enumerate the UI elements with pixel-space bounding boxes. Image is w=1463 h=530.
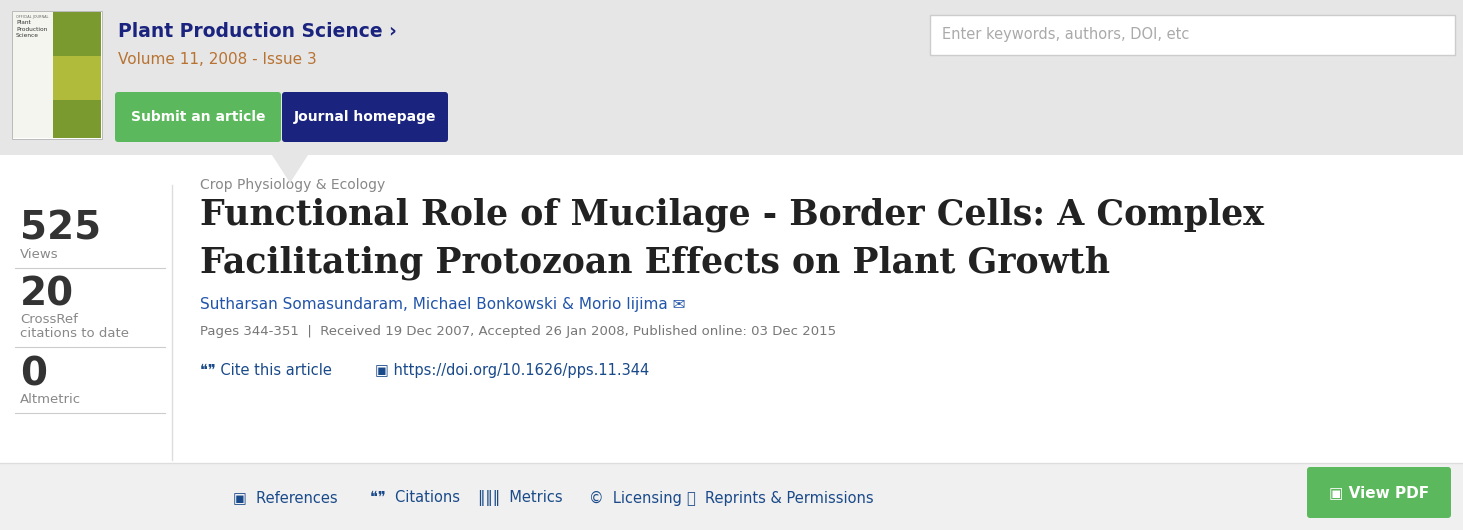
Text: 0: 0 [20, 355, 47, 393]
Text: ▣ View PDF: ▣ View PDF [1328, 485, 1429, 500]
FancyBboxPatch shape [116, 92, 281, 142]
Text: Plant Production Science ›: Plant Production Science › [119, 22, 396, 41]
Text: 525: 525 [20, 210, 101, 248]
Text: ❝❞ Cite this article: ❝❞ Cite this article [200, 363, 332, 378]
FancyBboxPatch shape [0, 0, 1463, 155]
Text: Volume 11, 2008 - Issue 3: Volume 11, 2008 - Issue 3 [119, 52, 317, 67]
Text: Submit an article: Submit an article [130, 110, 265, 124]
Text: Pages 344-351  |  Received 19 Dec 2007, Accepted 26 Jan 2008, Published online: : Pages 344-351 | Received 19 Dec 2007, Ac… [200, 325, 837, 338]
Text: Facilitating Protozoan Effects on Plant Growth: Facilitating Protozoan Effects on Plant … [200, 245, 1110, 279]
Text: ▣  References: ▣ References [233, 490, 338, 506]
Polygon shape [272, 155, 309, 183]
Text: Sutharsan Somasundaram, Michael Bonkowski & Morio Iijima ✉: Sutharsan Somasundaram, Michael Bonkowsk… [200, 297, 685, 312]
Text: Functional Role of Mucilage - Border Cells: A Complex: Functional Role of Mucilage - Border Cel… [200, 197, 1264, 232]
Text: Crop Physiology & Ecology: Crop Physiology & Ecology [200, 178, 385, 192]
Text: Views: Views [20, 248, 59, 261]
Text: ‖‖‖  Metrics: ‖‖‖ Metrics [478, 490, 562, 506]
FancyBboxPatch shape [53, 12, 101, 138]
Text: ©  Licensing: © Licensing [588, 490, 682, 506]
FancyBboxPatch shape [0, 463, 1463, 530]
Text: 20: 20 [20, 275, 75, 313]
Text: CrossRef: CrossRef [20, 313, 78, 326]
Text: ⎙  Reprints & Permissions: ⎙ Reprints & Permissions [686, 490, 873, 506]
FancyBboxPatch shape [13, 12, 53, 138]
FancyBboxPatch shape [53, 56, 101, 100]
FancyBboxPatch shape [1306, 467, 1451, 518]
Text: citations to date: citations to date [20, 327, 129, 340]
FancyBboxPatch shape [282, 92, 448, 142]
FancyBboxPatch shape [12, 11, 102, 139]
Text: Altmetric: Altmetric [20, 393, 80, 406]
Text: ❝❞  Citations: ❝❞ Citations [370, 490, 459, 506]
FancyBboxPatch shape [930, 15, 1456, 55]
FancyBboxPatch shape [0, 155, 1463, 475]
Text: Enter keywords, authors, DOI, etc: Enter keywords, authors, DOI, etc [942, 28, 1189, 42]
Text: ▣ https://doi.org/10.1626/pps.11.344: ▣ https://doi.org/10.1626/pps.11.344 [375, 363, 650, 378]
Text: Journal homepage: Journal homepage [294, 110, 436, 124]
Text: Plant
Production
Science: Plant Production Science [16, 20, 47, 38]
Text: OFFICIAL JOURNAL: OFFICIAL JOURNAL [16, 15, 48, 19]
